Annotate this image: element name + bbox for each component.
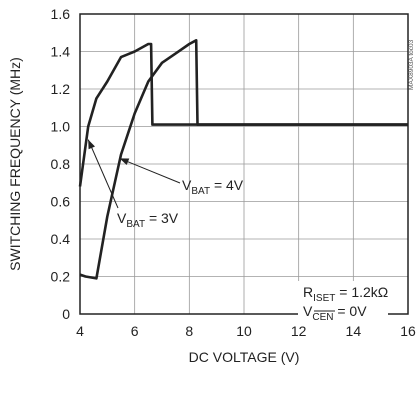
label-vbat-4v-sub: BAT <box>191 186 210 197</box>
label-vbat-4v-rest: = 4V <box>210 177 244 193</box>
arrowhead-vbat-3v <box>88 139 96 150</box>
tick-labels: 4 6 8 10 12 14 16 0 0.2 0.4 0.6 0.8 1.0 1.2 1.4 1.6 <box>51 6 416 339</box>
leader-arrow-vbat-3v <box>87 139 119 209</box>
x-axis-title: DC VOLTAGE (V) <box>189 349 300 365</box>
grid <box>80 14 408 314</box>
x-tick-label: 14 <box>346 323 362 339</box>
y-tick-label: 0.6 <box>51 194 71 210</box>
conditions-background <box>298 281 388 317</box>
y-axis-title: SWITCHING FREQUENCY (MHz) <box>7 57 23 271</box>
y-tick-label: 0 <box>62 306 70 322</box>
series-line-vbat-4v <box>79 38 408 280</box>
svg-text:VBAT = 3V: VBAT = 3V <box>117 210 179 230</box>
label-vbat-3v-rest: = 3V <box>145 210 179 226</box>
y-tick-label: 0.4 <box>51 231 71 247</box>
y-tick-label: 1.0 <box>51 119 71 135</box>
arrowhead-vbat-4v <box>119 158 130 166</box>
y-tick-label: 0.8 <box>51 156 71 172</box>
x-tick-label: 6 <box>131 323 139 339</box>
x-tick-label: 8 <box>185 323 193 339</box>
chart-id: MAX8903A toc03 <box>408 39 415 90</box>
series-layer <box>78 38 408 280</box>
test-conditions: RISET = 1.2kΩ VCEN = 0V <box>298 281 388 323</box>
x-tick-label: 12 <box>291 323 307 339</box>
label-vbat-3v-sub: BAT <box>126 219 145 230</box>
x-tick-label: 10 <box>236 323 252 339</box>
y-tick-label: 1.4 <box>51 44 71 60</box>
x-tick-label: 16 <box>400 323 416 339</box>
x-tick-label: 4 <box>76 323 84 339</box>
svg-text:VBAT = 4V: VBAT = 4V <box>182 177 244 197</box>
condition-vcen: VCEN = 0V <box>303 303 367 323</box>
series-label-vbat-3v: VBAT = 3V <box>87 139 179 230</box>
y-tick-label: 0.2 <box>51 269 71 285</box>
label-vbat-4v-main: V <box>182 177 192 193</box>
y-tick-label: 1.2 <box>51 81 71 97</box>
leader-arrow-vbat-4v <box>119 157 181 184</box>
plot-frame <box>79 13 409 315</box>
condition-riset: RISET = 1.2kΩ <box>303 284 388 304</box>
series-label-vbat-4v: VBAT = 4V <box>119 157 244 197</box>
y-tick-label: 1.6 <box>51 6 71 22</box>
label-vbat-3v-main: V <box>117 210 127 226</box>
